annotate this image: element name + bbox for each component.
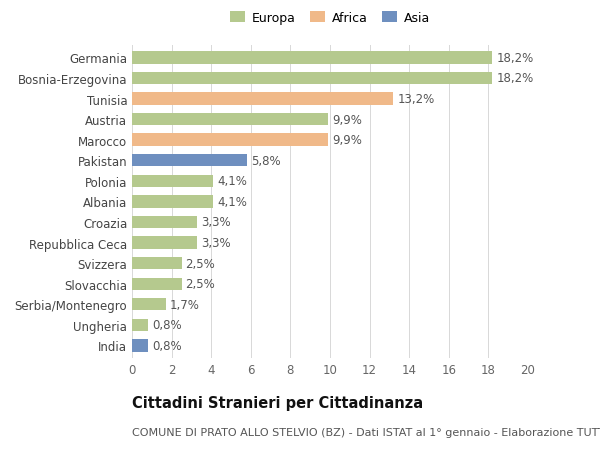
Text: Cittadini Stranieri per Cittadinanza: Cittadini Stranieri per Cittadinanza xyxy=(132,395,423,410)
Text: 2,5%: 2,5% xyxy=(185,278,215,291)
Text: 18,2%: 18,2% xyxy=(496,72,533,85)
Text: 9,9%: 9,9% xyxy=(332,113,362,126)
Bar xyxy=(132,155,247,167)
Text: 0,8%: 0,8% xyxy=(152,339,181,352)
Text: 1,7%: 1,7% xyxy=(170,298,199,311)
Text: 3,3%: 3,3% xyxy=(202,236,231,250)
Bar xyxy=(132,257,182,270)
Text: 18,2%: 18,2% xyxy=(496,52,533,65)
Text: 9,9%: 9,9% xyxy=(332,134,362,147)
Legend: Europa, Africa, Asia: Europa, Africa, Asia xyxy=(230,11,430,24)
Bar xyxy=(132,175,213,188)
Text: 4,1%: 4,1% xyxy=(217,175,247,188)
Bar xyxy=(132,237,197,249)
Text: 3,3%: 3,3% xyxy=(202,216,231,229)
Bar xyxy=(132,52,493,64)
Bar xyxy=(132,93,394,106)
Text: 13,2%: 13,2% xyxy=(397,93,434,106)
Bar xyxy=(132,319,148,331)
Bar xyxy=(132,134,328,146)
Text: 4,1%: 4,1% xyxy=(217,196,247,208)
Bar xyxy=(132,298,166,311)
Bar xyxy=(132,216,197,229)
Bar xyxy=(132,114,328,126)
Bar xyxy=(132,196,213,208)
Text: 5,8%: 5,8% xyxy=(251,154,280,168)
Bar xyxy=(132,278,182,290)
Text: 0,8%: 0,8% xyxy=(152,319,181,332)
Text: 2,5%: 2,5% xyxy=(185,257,215,270)
Text: COMUNE DI PRATO ALLO STELVIO (BZ) - Dati ISTAT al 1° gennaio - Elaborazione TUTT: COMUNE DI PRATO ALLO STELVIO (BZ) - Dati… xyxy=(132,427,600,437)
Bar xyxy=(132,340,148,352)
Bar xyxy=(132,73,493,85)
